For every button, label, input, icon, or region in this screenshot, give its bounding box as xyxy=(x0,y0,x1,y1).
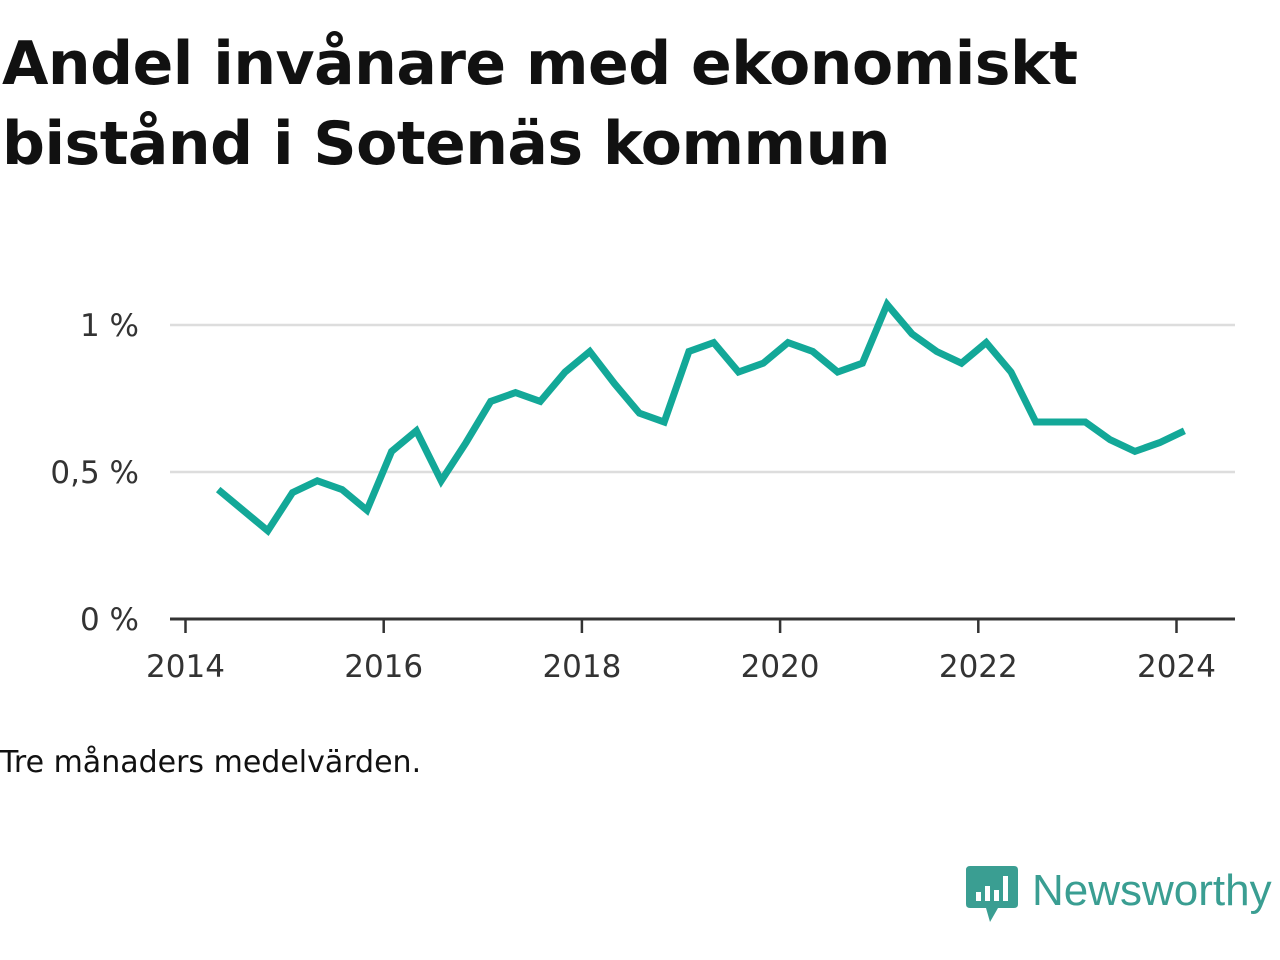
newsworthy-logo-icon xyxy=(966,866,1018,922)
series-line xyxy=(215,297,1186,537)
brand-name: Newsworthy xyxy=(1032,866,1272,915)
y-tick-label: 1 % xyxy=(80,308,139,344)
chart-title: Andel invånare med ekonomiskt bistånd i … xyxy=(2,29,1078,179)
chart-note: Tre månaders medelvärden. xyxy=(0,745,422,780)
x-tick-label: 2022 xyxy=(939,649,1018,685)
x-tick-label: 2024 xyxy=(1137,649,1216,685)
x-tick-label: 2014 xyxy=(146,649,225,685)
y-tick-label: 0 % xyxy=(80,602,139,638)
x-tick-label: 2020 xyxy=(741,649,820,685)
x-tick-label: 2016 xyxy=(344,649,423,685)
y-tick-label: 0,5 % xyxy=(50,455,139,491)
x-tick-label: 2018 xyxy=(542,649,621,685)
brand-logo[interactable]: Newsworthy xyxy=(964,864,1280,924)
